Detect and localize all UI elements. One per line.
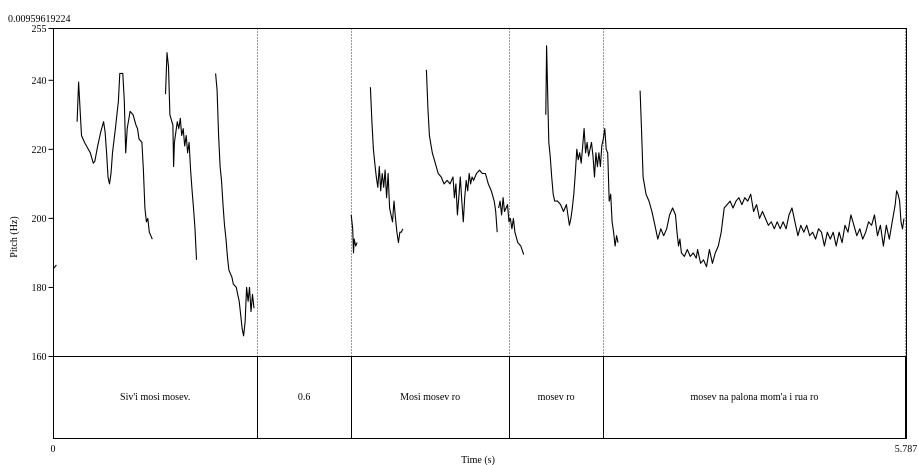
pitch-segment-1 xyxy=(76,72,153,240)
x-tick-label-start: 0 xyxy=(51,444,56,455)
plot-frame xyxy=(53,28,907,439)
y-tick-label-1: 240 xyxy=(32,76,47,87)
interval-boundaries xyxy=(257,28,906,357)
y-tick-label-2: 220 xyxy=(32,145,47,156)
pitch-segment-8 xyxy=(545,45,619,247)
interval-label-2: Mosi mosev ro xyxy=(400,392,460,403)
y-axis-label: Pitch (Hz) xyxy=(9,216,20,257)
x-axis-label: Time (s) xyxy=(461,455,495,465)
pitch-segment-3 xyxy=(215,73,255,337)
pitch-segment-6 xyxy=(425,69,498,233)
y-tick-label-3: 200 xyxy=(32,214,47,225)
interval-label-4: mosev na palona mom'a i rua ro xyxy=(690,392,818,403)
corner-label: 0.00959619224 xyxy=(8,14,71,25)
pitch-segment-9 xyxy=(639,90,905,268)
pitch-segment-7 xyxy=(498,197,525,255)
pitch-segment-4 xyxy=(350,214,358,254)
interval-label-0: Siv'i mosi mosev. xyxy=(120,392,190,403)
interval-tier: Siv'i mosi mosev. 0.6 Mosi mosev ro mosev r… xyxy=(120,356,906,439)
x-tick-label-end: 5.787 xyxy=(895,444,918,455)
y-axis-ticks: 255 240 220 200 180 160 xyxy=(32,24,54,363)
pitch-contours xyxy=(53,45,905,337)
interval-label-3: mosev ro xyxy=(538,392,575,403)
pitch-segment-5 xyxy=(369,87,404,244)
y-tick-label-4: 180 xyxy=(32,283,47,294)
y-tick-label-0: 255 xyxy=(32,24,47,35)
pitch-segment-2 xyxy=(164,52,198,260)
y-tick-label-5: 160 xyxy=(32,352,47,363)
interval-label-1: 0.6 xyxy=(298,392,311,403)
